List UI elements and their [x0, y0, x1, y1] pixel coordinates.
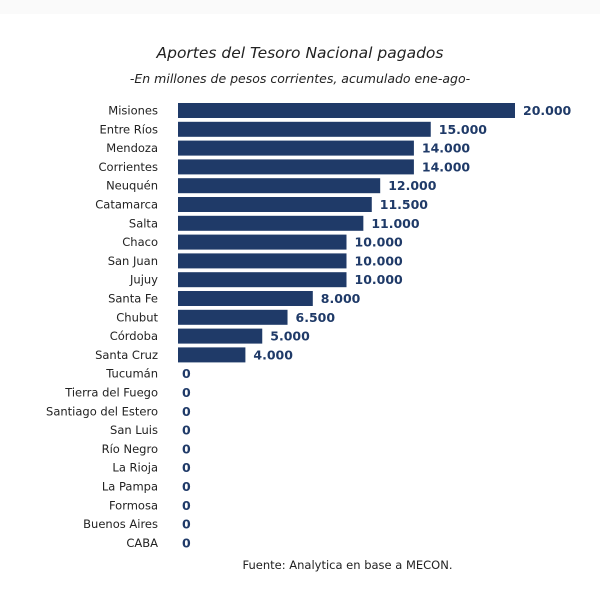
bar: [178, 178, 381, 194]
bar: [178, 215, 364, 231]
bar: [178, 159, 414, 175]
bar: [178, 291, 313, 306]
bar: [178, 234, 347, 250]
category-label: Santiago del Estero: [46, 404, 158, 418]
value-label: 0: [182, 535, 191, 550]
category-label: Córdoba: [110, 329, 158, 343]
category-label: Salta: [129, 216, 158, 230]
bar: [178, 103, 515, 118]
category-label: Jujuy: [129, 273, 158, 287]
value-label: 0: [182, 404, 191, 419]
category-label: Neuquén: [106, 179, 158, 193]
category-label: San Luis: [110, 423, 158, 437]
value-label: 0: [182, 385, 191, 400]
category-label: Río Negro: [102, 442, 158, 456]
category-label: CABA: [126, 536, 158, 550]
bar: [178, 328, 263, 344]
value-label: 10.000: [355, 235, 404, 250]
category-label: Tierra del Fuego: [64, 386, 158, 400]
value-label: 5.000: [270, 329, 310, 344]
value-label: 11.500: [380, 197, 429, 212]
value-label: 14.000: [422, 141, 471, 156]
bar: [178, 197, 372, 212]
category-label: San Juan: [108, 254, 158, 268]
category-label: La Rioja: [112, 461, 158, 475]
value-label: 0: [182, 423, 191, 438]
value-label: 12.000: [388, 178, 437, 193]
bar: [178, 347, 246, 363]
bar: [178, 253, 347, 269]
chart-subtitle: -En millones de pesos corrientes, acumul…: [129, 71, 471, 86]
category-label: Chaco: [122, 235, 158, 249]
value-label: 11.000: [371, 216, 420, 231]
value-label: 20.000: [523, 103, 572, 118]
value-label: 0: [182, 366, 191, 381]
value-label: 0: [182, 517, 191, 532]
value-label: 8.000: [321, 291, 361, 306]
bar: [178, 272, 347, 288]
value-label: 0: [182, 441, 191, 456]
value-label: 0: [182, 460, 191, 475]
category-label: Santa Cruz: [95, 348, 158, 362]
category-label: Entre Ríos: [100, 122, 158, 136]
category-label: Buenos Aires: [83, 517, 158, 531]
bar: [178, 309, 288, 325]
category-label: Catamarca: [95, 198, 158, 212]
category-label: Santa Fe: [108, 292, 158, 306]
value-label: 15.000: [439, 122, 488, 137]
category-label: Mendoza: [106, 141, 158, 155]
category-label: Misiones: [108, 104, 158, 118]
bar: [178, 140, 414, 156]
category-label: Corrientes: [99, 160, 158, 174]
source-note: Fuente: Analytica en base a MECON.: [242, 558, 453, 572]
bar: [178, 121, 431, 137]
value-label: 0: [182, 498, 191, 513]
category-label: Formosa: [109, 498, 158, 512]
top-band: [0, 0, 600, 14]
value-label: 14.000: [422, 159, 471, 174]
value-label: 6.500: [296, 310, 336, 325]
value-label: 10.000: [355, 272, 404, 287]
value-label: 10.000: [355, 253, 404, 268]
category-label: La Pampa: [102, 480, 158, 494]
value-label: 4.000: [253, 347, 293, 362]
category-label: Tucumán: [105, 367, 158, 381]
value-label: 0: [182, 479, 191, 494]
chart-title: Aportes del Tesoro Nacional pagados: [156, 44, 444, 62]
category-label: Chubut: [116, 310, 158, 324]
